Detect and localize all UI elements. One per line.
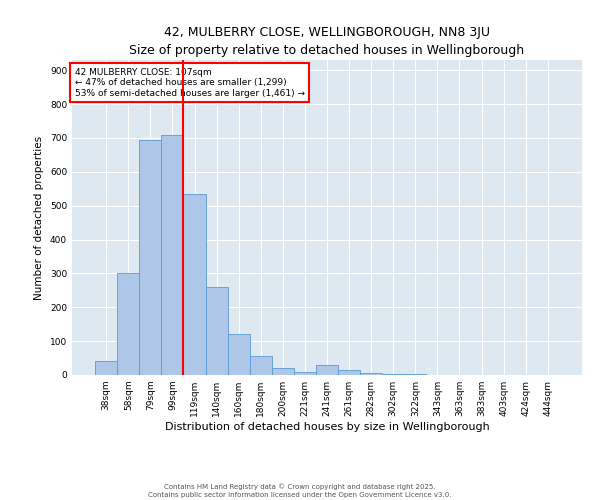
Bar <box>206 287 227 375</box>
Bar <box>184 194 206 375</box>
Bar <box>316 365 338 375</box>
Bar <box>294 372 316 375</box>
Bar <box>338 370 360 375</box>
Title: 42, MULBERRY CLOSE, WELLINGBOROUGH, NN8 3JU
Size of property relative to detache: 42, MULBERRY CLOSE, WELLINGBOROUGH, NN8 … <box>130 26 524 58</box>
Bar <box>117 274 139 375</box>
X-axis label: Distribution of detached houses by size in Wellingborough: Distribution of detached houses by size … <box>164 422 490 432</box>
Bar <box>272 368 294 375</box>
Y-axis label: Number of detached properties: Number of detached properties <box>34 136 44 300</box>
Text: Contains HM Land Registry data © Crown copyright and database right 2025.
Contai: Contains HM Land Registry data © Crown c… <box>148 483 452 498</box>
Bar <box>404 374 427 375</box>
Bar <box>139 140 161 375</box>
Bar <box>227 334 250 375</box>
Bar <box>161 134 184 375</box>
Bar <box>95 362 117 375</box>
Text: 42 MULBERRY CLOSE: 107sqm
← 47% of detached houses are smaller (1,299)
53% of se: 42 MULBERRY CLOSE: 107sqm ← 47% of detac… <box>74 68 305 98</box>
Bar <box>382 374 404 375</box>
Bar <box>250 356 272 375</box>
Bar <box>360 374 382 375</box>
